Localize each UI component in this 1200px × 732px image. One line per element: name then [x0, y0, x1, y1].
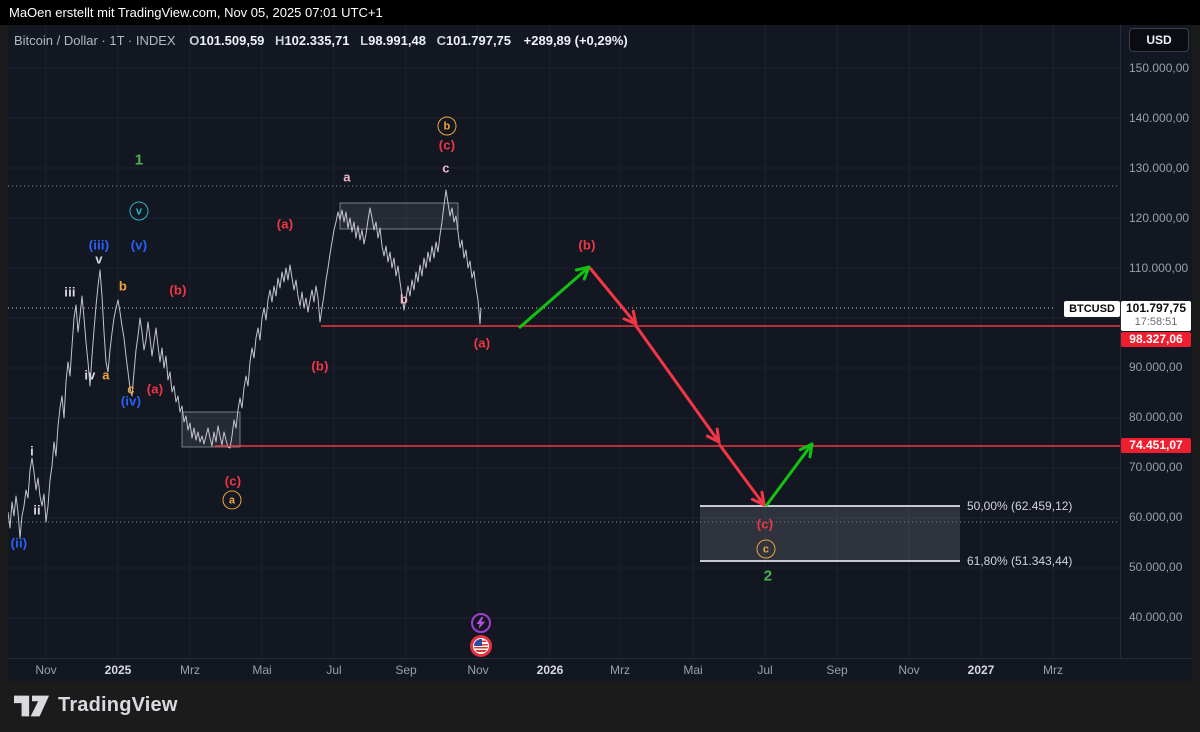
wave-label[interactable]: (c): [756, 516, 774, 532]
ohlc-close-key: C: [436, 33, 446, 48]
change-value: +289,89 (+0,29%): [523, 33, 628, 48]
time-axis-tick: Mai: [683, 663, 703, 677]
watermark-bar: MaOen erstellt mit TradingView.com, Nov …: [0, 0, 1200, 25]
ohlc-low-value: 98.991,48: [368, 33, 426, 48]
ohlc-low-key: L: [360, 33, 369, 48]
fib-level-label[interactable]: 50,00% (62.459,12): [967, 499, 1073, 513]
time-axis-tick: Sep: [395, 663, 417, 677]
wave-label[interactable]: a: [222, 490, 242, 510]
price-axis-tick: 70.000,00: [1129, 460, 1183, 474]
ohlc-open-value: 101.509,59: [199, 33, 265, 48]
wave-label[interactable]: iii: [64, 284, 76, 300]
wave-label[interactable]: iv: [84, 367, 96, 383]
symbol-info-bar: Bitcoin / Dollar · 1T · INDEX O101.509,5…: [14, 33, 628, 49]
wave-label[interactable]: i: [30, 443, 34, 459]
wave-label[interactable]: (c): [224, 473, 242, 489]
wave-label[interactable]: 1: [134, 151, 144, 169]
us-flag-event-icon[interactable]: [470, 635, 492, 657]
wave-label[interactable]: c: [442, 160, 450, 176]
bottom-strip: TradingView: [0, 681, 1200, 732]
time-axis-tick: Mrz: [1043, 663, 1063, 677]
wave-label[interactable]: (c): [438, 137, 456, 153]
tradingview-logo-text: TradingView: [58, 694, 178, 716]
tradingview-logo[interactable]: TradingView: [14, 694, 178, 717]
price-axis-tick: 130.000,00: [1129, 161, 1190, 175]
wave-label[interactable]: (a): [276, 216, 294, 232]
chart-region: 50,00% (62.459,12) 61,80% (51.343,44) 1 v(…: [8, 25, 1192, 681]
ohlc-open-key: O: [189, 33, 200, 48]
wave-label[interactable]: b: [437, 116, 457, 136]
wave-label[interactable]: ii: [33, 502, 41, 518]
price-axis-tick: 80.000,00: [1129, 410, 1183, 424]
price-level-label-74451: 74.451,07: [1121, 438, 1191, 453]
wave-label[interactable]: (iv): [120, 393, 142, 409]
wave-label[interactable]: (v): [130, 237, 148, 253]
wave-label[interactable]: (iii): [88, 237, 110, 253]
countdown-label: 17:58:51: [1134, 316, 1178, 328]
time-axis-tick: 2025: [104, 663, 132, 677]
time-axis-tick: Nov: [898, 663, 920, 677]
wave-label[interactable]: a: [343, 169, 351, 185]
price-axis-tick: 40.000,00: [1129, 610, 1183, 624]
time-axis-tick: Nov: [467, 663, 489, 677]
wave-label[interactable]: (a): [473, 335, 491, 351]
time-axis[interactable]: Nov 2025 Mrz Mai Jul Sep Nov 2026 Mrz Mai Jul Sep No…: [8, 658, 1192, 682]
lightning-event-icon[interactable]: [471, 613, 491, 633]
price-axis-tick: 50.000,00: [1129, 560, 1183, 574]
currency-button[interactable]: USD: [1129, 28, 1189, 52]
watermark-text: MaOen erstellt mit TradingView.com, Nov …: [9, 5, 383, 20]
wave-label[interactable]: v: [129, 201, 149, 221]
ohlc-high-value: 102.335,71: [284, 33, 350, 48]
symbol-title: Bitcoin / Dollar · 1T · INDEX: [14, 33, 176, 48]
wave-label[interactable]: (b): [169, 282, 187, 298]
time-axis-tick: 2027: [967, 663, 995, 677]
ohlc-close-value: 101.797,75: [445, 33, 512, 48]
time-axis-tick: Mrz: [610, 663, 630, 677]
last-price-box: 101.797,75 17:58:51: [1121, 301, 1191, 331]
last-price-label: 101.797,75: [1125, 301, 1187, 315]
wave-label[interactable]: b: [118, 278, 128, 294]
wave-label[interactable]: c: [127, 381, 135, 397]
time-axis-tick: 2026: [536, 663, 564, 677]
wave-label[interactable]: (a): [146, 381, 164, 397]
price-axis-tick: 120.000,00: [1129, 211, 1190, 225]
price-axis[interactable]: USD 150.000,00 140.000,00 130.000,00 120.00…: [1120, 25, 1193, 658]
time-axis-tick: Nov: [35, 663, 57, 677]
time-axis-tick: Sep: [826, 663, 848, 677]
wave-label[interactable]: b: [399, 291, 409, 307]
wave-label[interactable]: (b): [311, 358, 329, 374]
tradingview-logo-icon: [14, 695, 50, 716]
time-axis-tick: Mrz: [180, 663, 200, 677]
time-axis-tick: Jul: [757, 663, 773, 677]
wave-label[interactable]: a: [102, 367, 110, 383]
price-chart-canvas[interactable]: [8, 25, 1120, 658]
drawing-overlay: 50,00% (62.459,12) 61,80% (51.343,44) 1 v(…: [8, 25, 1120, 658]
lightning-bolt-icon: [476, 617, 486, 629]
price-axis-tick: 60.000,00: [1129, 510, 1183, 524]
wave-label[interactable]: v: [95, 251, 103, 267]
symbol-price-tag: BTCUSD: [1064, 301, 1120, 317]
us-flag-icon: [473, 638, 489, 654]
time-axis-tick: Jul: [326, 663, 342, 677]
price-axis-tick: 110.000,00: [1129, 261, 1189, 275]
price-axis-tick: 140.000,00: [1129, 111, 1190, 125]
price-axis-tick: 90.000,00: [1129, 360, 1183, 374]
wave-label[interactable]: c: [756, 539, 776, 559]
fib-level-label[interactable]: 61,80% (51.343,44): [967, 554, 1073, 568]
price-level-label-98327: 98.327,06: [1121, 332, 1191, 347]
wave-label[interactable]: 2: [763, 567, 773, 585]
flag-canton: [474, 639, 482, 646]
wave-label[interactable]: (ii): [10, 535, 28, 551]
wave-label[interactable]: (b): [578, 237, 596, 253]
time-axis-tick: Mai: [252, 663, 272, 677]
ohlc-high-key: H: [275, 33, 285, 48]
price-axis-tick: 150.000,00: [1129, 61, 1190, 75]
